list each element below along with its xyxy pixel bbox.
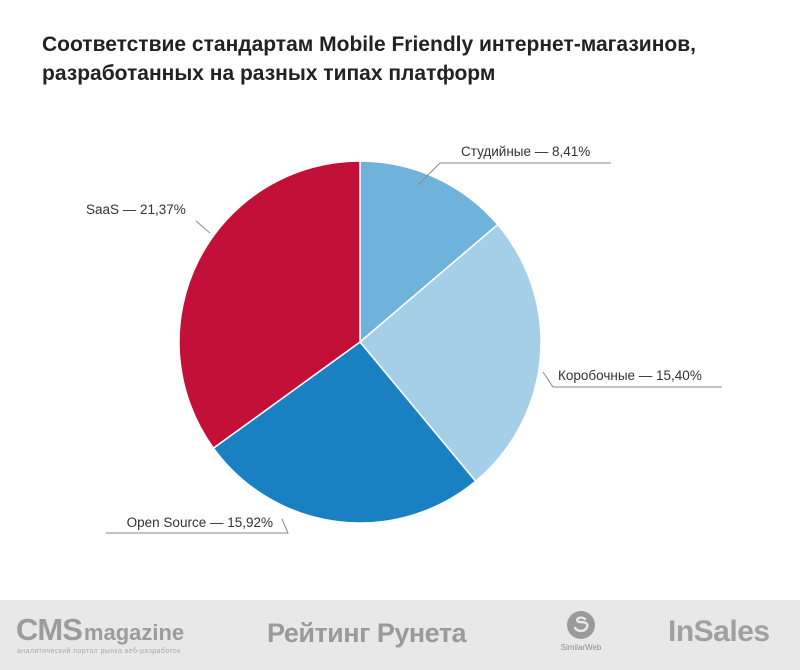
rating-runeta-logo: Рейтинг Рунета <box>267 618 467 648</box>
pie-slices <box>178 160 542 524</box>
leader-line-3 <box>106 518 289 534</box>
leader-line-2 <box>542 371 722 388</box>
cms-logo-text: CMS <box>16 612 83 647</box>
chart-title: Соответствие стандартам Mobile Friendly … <box>42 30 782 88</box>
insales-logo: InSales <box>668 615 770 648</box>
slice-label-3: Open Source — 15,92% <box>127 515 273 530</box>
label-leader-lines <box>106 162 722 534</box>
chart-title-line-1: Соответствие стандартам Mobile Friendly … <box>42 33 696 56</box>
cms-magazine-logo: CMSmagazine аналитический портал рынка в… <box>16 612 185 655</box>
pie-slice-3 <box>212 340 477 524</box>
slice-label-2: Коробочные — 15,40% <box>558 368 702 383</box>
pie-slice-2 <box>358 223 542 483</box>
pie-slice-1 <box>359 160 499 344</box>
similarweb-text: SimilarWeb <box>560 643 602 652</box>
pie-chart: Студийные — 8,41% Коробочные — 15,40% Open… <box>86 144 722 534</box>
slice-labels: Студийные — 8,41% Коробочные — 15,40% Open… <box>86 144 702 530</box>
leader-line-4 <box>195 220 211 234</box>
slice-label-1: Студийные — 8,41% <box>461 144 590 159</box>
pie-slice-4 <box>178 160 361 450</box>
footer-logos: CMSmagazine аналитический портал рынка в… <box>0 600 800 670</box>
chart-title-line-2: разработанных на разных типах платформ <box>42 62 496 85</box>
magazine-logo-text: magazine <box>83 620 185 645</box>
similarweb-icon <box>567 611 595 639</box>
cms-logo-subtitle: аналитический портал рынка веб-разработо… <box>17 648 181 655</box>
similarweb-logo: SimilarWeb <box>556 610 606 652</box>
slice-label-4: SaaS — 21,37% <box>86 202 186 217</box>
leader-line-1 <box>417 162 611 186</box>
